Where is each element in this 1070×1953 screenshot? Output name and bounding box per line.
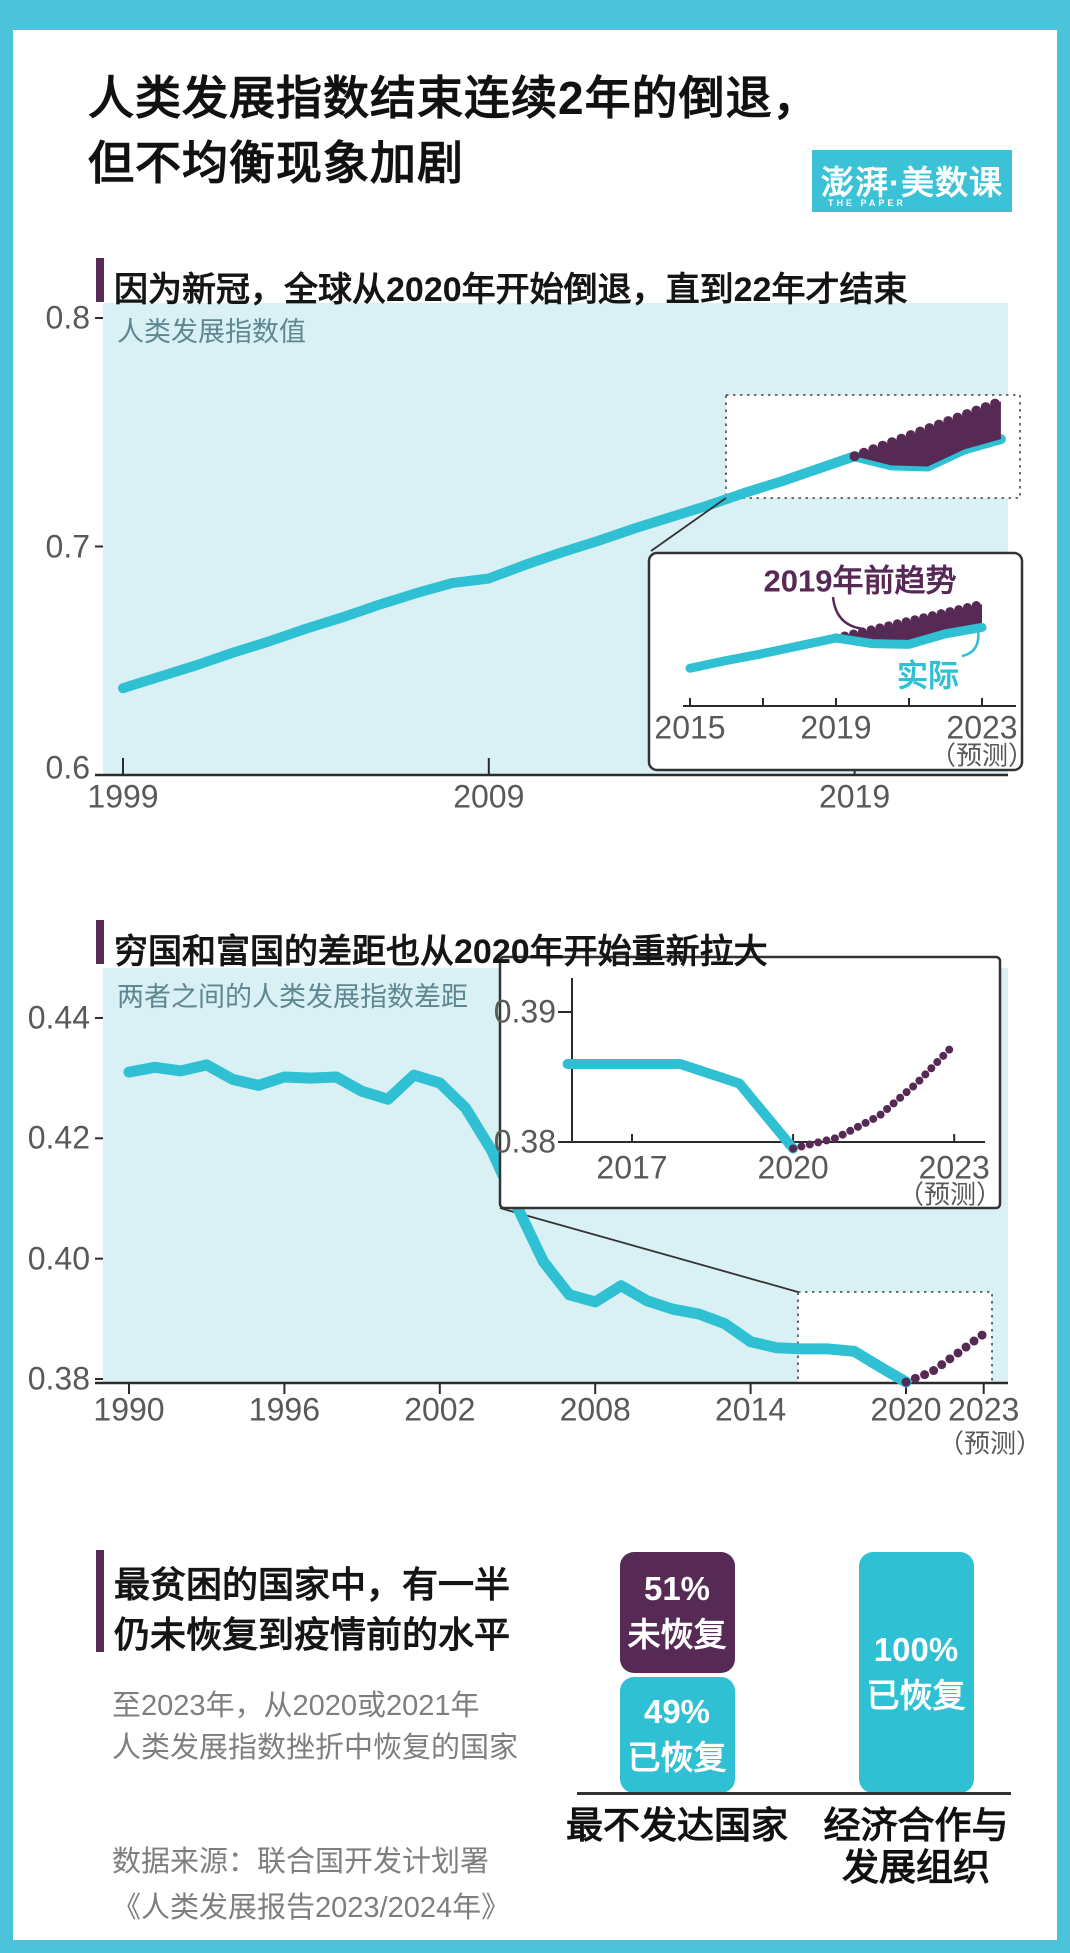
chart2-forecast-note: （预测） bbox=[937, 1428, 1043, 1459]
tick-label: 2020 bbox=[757, 1149, 829, 1186]
tick-label: 2020 bbox=[870, 1391, 942, 1428]
bar-segment-未恢复: 51% 未恢复 bbox=[619, 1552, 735, 1673]
chart1-inset bbox=[647, 551, 1024, 772]
section1-heading: 因为新冠，全球从2020年开始倒退，直到22年才结束 bbox=[114, 271, 908, 309]
tick-label: 2023 bbox=[918, 1149, 990, 1186]
tick-label: 2014 bbox=[715, 1391, 787, 1428]
chart2-inset-box bbox=[498, 955, 1002, 1210]
section2-accent-bar bbox=[96, 920, 104, 964]
chart2-zoom-region-outline bbox=[797, 1291, 993, 1384]
tick-label: 0.39 bbox=[493, 993, 556, 1030]
page-title-line2: 但不均衡现象加剧 bbox=[88, 137, 464, 189]
publisher-logo-name: 澎湃·美数课 bbox=[821, 164, 1003, 201]
chart2-inset bbox=[498, 955, 1002, 1210]
chart1-series bbox=[118, 398, 1006, 694]
frame-bottom bbox=[13, 1940, 1057, 1953]
data-source-line2: 《人类发展报告2023/2024年》 bbox=[112, 1892, 511, 1924]
page-title-line1: 人类发展指数结束连续2年的倒退， bbox=[88, 72, 820, 124]
chart1-inplot-label: 人类发展指数值 bbox=[117, 317, 306, 347]
tick-label: 2008 bbox=[559, 1391, 631, 1428]
tick-label: 2017 bbox=[596, 1149, 668, 1186]
bar-status: 已恢复 bbox=[866, 1676, 966, 1714]
chart1-inset-trend-label: 2019年前趋势 bbox=[763, 563, 957, 599]
tick-label: 0.42 bbox=[27, 1119, 90, 1156]
chart1-inset-actual-label: 实际 bbox=[897, 658, 959, 694]
bar-percent: 49% bbox=[643, 1692, 711, 1730]
tick-label: 0.7 bbox=[45, 528, 90, 564]
bar-category-label: 经济合作与 bbox=[823, 1805, 1009, 1846]
bar-status: 已恢复 bbox=[627, 1738, 727, 1776]
chart2-inset-forecast-note: （预测） bbox=[897, 1179, 1003, 1210]
tick-label: 0.44 bbox=[27, 999, 90, 1036]
bar-chart-baseline bbox=[577, 1792, 1011, 1795]
publisher-logo-tagline: THE PAPER bbox=[828, 198, 906, 208]
tick-label: 2002 bbox=[404, 1391, 476, 1428]
frame-top bbox=[0, 0, 1070, 30]
chart1-callout-connector bbox=[650, 497, 727, 552]
frame-left bbox=[0, 30, 13, 1953]
chart1-inset-box bbox=[647, 551, 1024, 772]
publisher-logo: 澎湃·美数课 THE PAPER bbox=[812, 150, 1012, 212]
section3-accent-bar bbox=[96, 1550, 104, 1652]
section3-subtitle-line2: 人类发展指数挫折中恢复的国家 bbox=[112, 1732, 519, 1764]
tick-label: 1996 bbox=[248, 1391, 320, 1428]
bar-percent: 51% bbox=[643, 1570, 711, 1608]
tick-label: 0.8 bbox=[45, 299, 90, 336]
section3-heading-line1: 最贫困的国家中，有一半 bbox=[114, 1564, 511, 1605]
chart1-inset-actual-annotation-arc bbox=[961, 628, 980, 658]
chart2-inplot-label: 两者之间的人类发展指数差距 bbox=[117, 982, 468, 1012]
chart1-inset-forecast-note: （预测） bbox=[929, 740, 1035, 771]
section3-subtitle-line1: 至2023年，从2020或2021年 bbox=[112, 1690, 480, 1722]
tick-label: 2023 bbox=[946, 709, 1018, 746]
tick-label: 1990 bbox=[93, 1391, 165, 1428]
section3-heading-line2: 仍未恢复到疫情前的水平 bbox=[114, 1614, 511, 1655]
tick-label: 2019 bbox=[819, 778, 891, 815]
bar-segment-已恢复: 100% 已恢复 bbox=[858, 1552, 974, 1793]
bar-category-label: 最不发达国家 bbox=[566, 1805, 788, 1846]
section1-accent-bar bbox=[96, 258, 104, 302]
tick-label: 1999 bbox=[87, 778, 159, 815]
tick-label: 0.6 bbox=[45, 749, 90, 786]
tick-label: 0.38 bbox=[27, 1360, 90, 1397]
bar-segment-已恢复: 49% 已恢复 bbox=[619, 1676, 735, 1793]
tick-label: 2023 bbox=[948, 1391, 1020, 1428]
chart2-callout-connector bbox=[499, 1207, 799, 1293]
tick-label: 0.40 bbox=[27, 1240, 90, 1277]
section2-heading: 穷国和富国的差距也从2020年开始重新拉大 bbox=[114, 933, 768, 971]
chart1-inset-trend-annotation-arc bbox=[831, 596, 865, 631]
bar-status: 未恢复 bbox=[627, 1616, 727, 1654]
tick-label: 2009 bbox=[453, 778, 525, 815]
tick-label: 2019 bbox=[800, 709, 872, 746]
chart2-axes bbox=[95, 1016, 1008, 1394]
tick-label: 0.38 bbox=[493, 1123, 556, 1160]
bar-category-label: 发展组织 bbox=[842, 1847, 990, 1888]
bar-percent: 100% bbox=[873, 1630, 959, 1668]
frame-right bbox=[1057, 30, 1070, 1953]
data-source-line1: 数据来源：联合国开发计划署 bbox=[112, 1846, 490, 1878]
tick-label: 2015 bbox=[654, 709, 726, 746]
